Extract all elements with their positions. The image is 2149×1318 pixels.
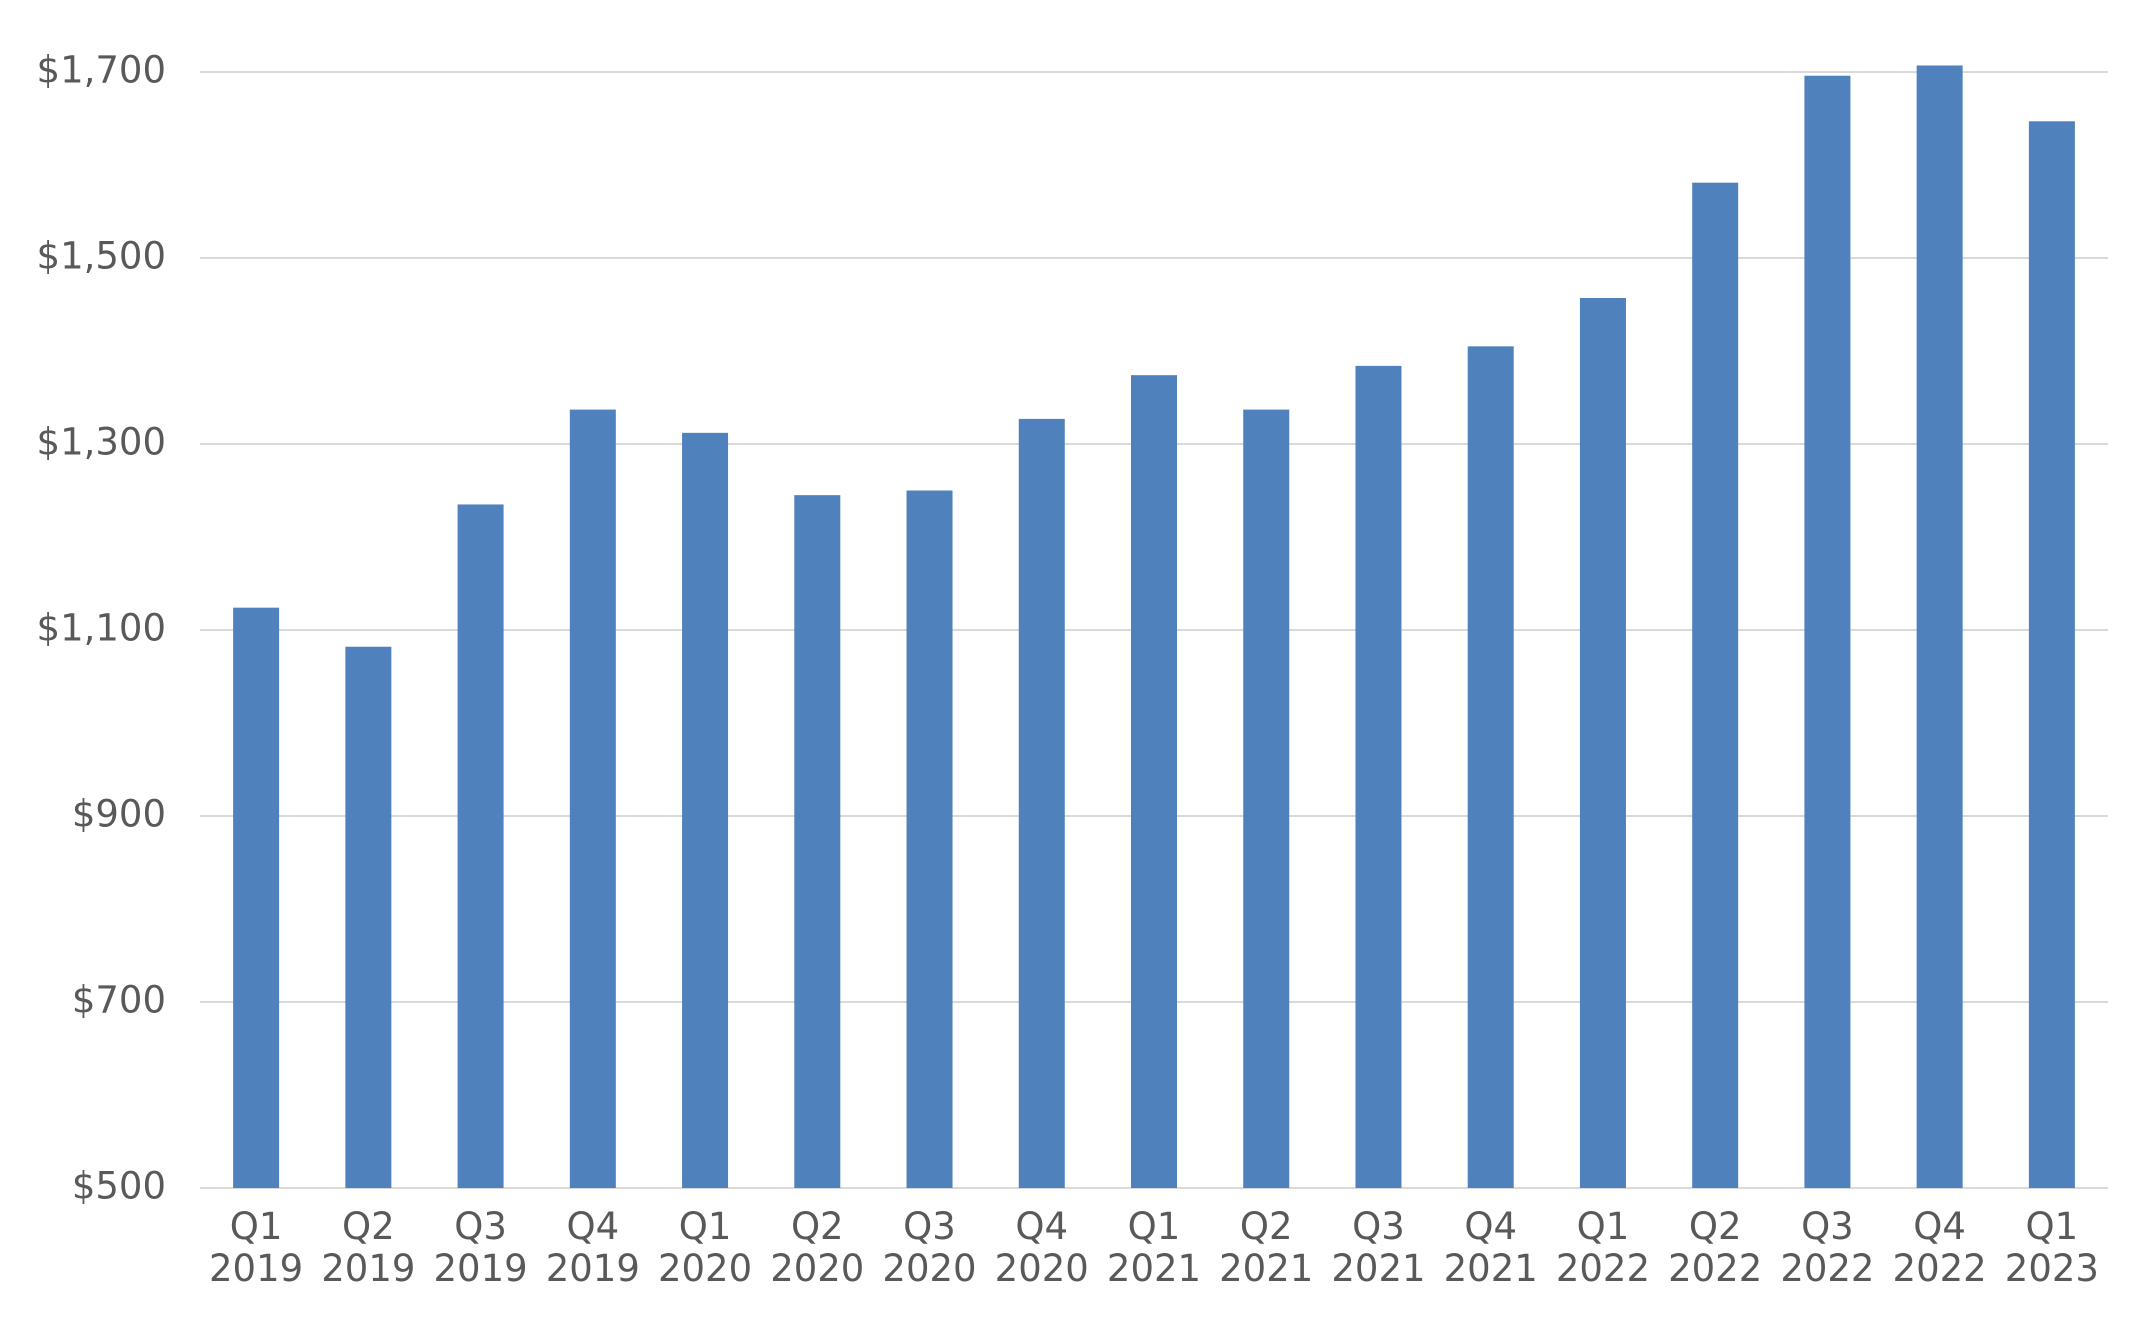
y-tick-label: $700 [72,979,166,1022]
bar [569,409,616,1189]
bar [233,607,280,1188]
x-tick-label: Q2 2022 [1668,1205,1763,1290]
bar [1579,297,1626,1188]
y-tick-label: $500 [72,1165,166,1208]
y-tick-label: $1,500 [37,235,166,278]
x-tick-label: Q4 2021 [1443,1205,1538,1290]
y-tick-label: $1,700 [37,49,166,92]
bar [345,646,392,1188]
x-tick-label: Q4 2020 [994,1205,1089,1290]
x-tick-label: Q2 2020 [770,1205,865,1290]
bar [794,495,841,1188]
x-tick-label: Q3 2021 [1331,1205,1426,1290]
bar [1131,375,1177,1188]
y-tick-label: $1,300 [37,421,166,464]
x-tick-label: Q3 2019 [433,1205,528,1290]
bar [1916,65,1963,1189]
bar [1018,418,1065,1188]
x-tick-label: Q1 2023 [2004,1205,2099,1290]
x-tick-label: Q1 2019 [209,1205,304,1290]
bar [1243,409,1290,1189]
bar [1355,365,1402,1188]
x-tick-label: Q4 2022 [1892,1205,1987,1290]
x-tick-label: Q3 2020 [882,1205,977,1290]
x-tick-label: Q2 2021 [1219,1205,1314,1290]
x-tick-label: Q1 2022 [1555,1205,1651,1290]
bar [2028,121,2075,1188]
bar [1467,346,1514,1189]
x-tick-label: Q1 2021 [1106,1205,1202,1290]
x-tick-label: Q3 2022 [1780,1205,1875,1290]
y-tick-label: $1,100 [37,607,166,650]
bar [1692,182,1739,1189]
x-tick-label: Q4 2019 [545,1205,640,1290]
x-tick-label: Q2 2019 [321,1205,416,1290]
bar [457,504,504,1188]
x-tick-label: Q1 2020 [657,1205,753,1290]
bar [906,490,953,1188]
bar [682,432,729,1189]
bar [1804,75,1851,1189]
y-tick-label: $900 [72,793,166,836]
